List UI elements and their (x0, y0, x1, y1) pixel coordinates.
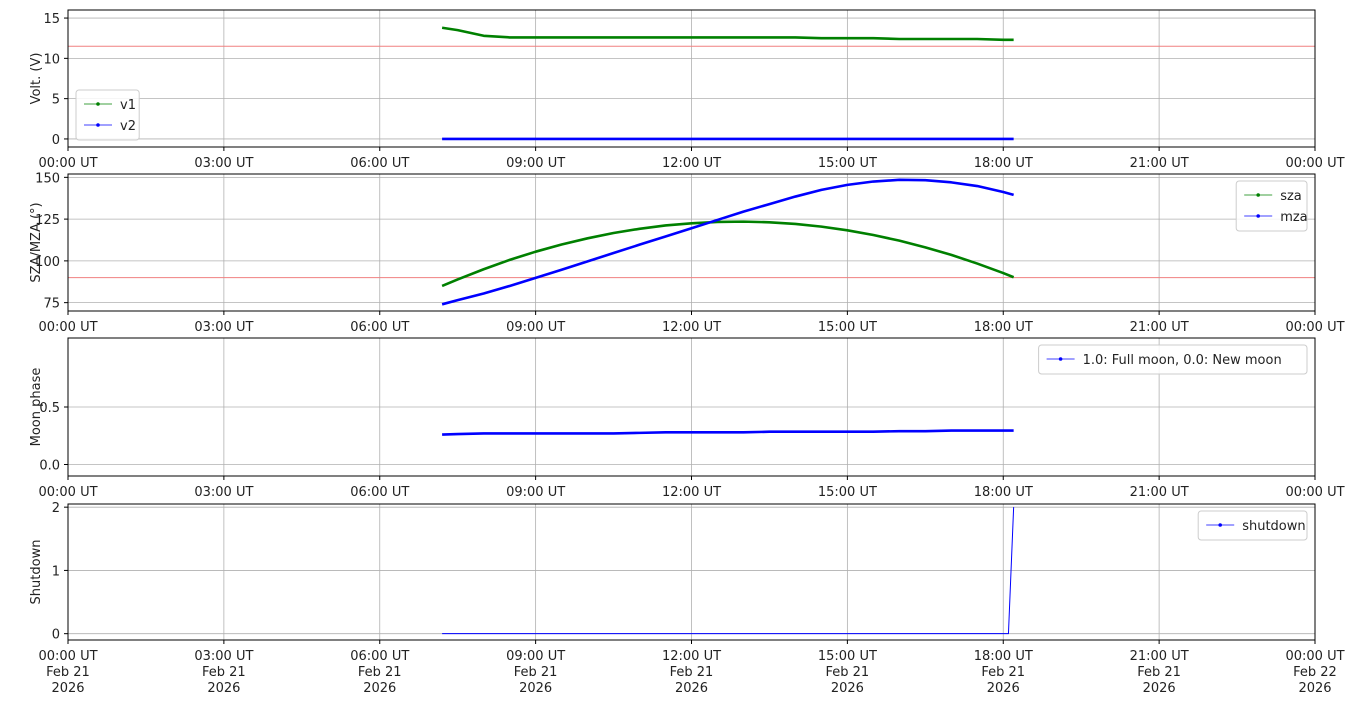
legend-label: sza (1280, 189, 1302, 204)
legend-label: shutdown (1242, 519, 1305, 534)
x-tick-label: 18:00 UT (974, 320, 1033, 335)
x-tick-label: 00:00 UT (38, 156, 97, 171)
legend-marker (96, 123, 100, 127)
y-tick-label: 10 (43, 52, 60, 67)
x-tick-label: 12:00 UT (662, 156, 721, 171)
x-tick-label: 09:00 UT (506, 156, 565, 171)
y-axis-label: Volt. (V) (29, 53, 44, 105)
subplot: 00:00 UT 03:00 UT 06:00 UT 09:00 UT 12:00 UT… (29, 337, 1345, 500)
x-tick-label: 15:00 UT (818, 156, 877, 171)
legend-box (1197, 510, 1308, 541)
legend-box (75, 89, 140, 141)
y-tick-label: 0.5 (39, 401, 60, 416)
x-tick-label: 09:00 UT (506, 320, 565, 335)
x-tick-label: 06:00 UT (350, 320, 409, 335)
x-tick-label: 18:00 UT Feb 21 2026 (974, 649, 1033, 696)
legend-label: v1 (120, 98, 136, 113)
x-tick-label: 12:00 UT (662, 485, 721, 500)
x-tick-label: 00:00 UT Feb 22 2026 (1285, 649, 1344, 696)
x-tick-label: 21:00 UT (1130, 485, 1189, 500)
legend-marker (1218, 523, 1222, 527)
subplot: 00:00 UT 03:00 UT 06:00 UT 09:00 UT 12:00 UT… (29, 9, 1345, 171)
x-tick-label: 12:00 UT Feb 21 2026 (662, 649, 721, 696)
x-tick-label: 03:00 UT (194, 156, 253, 171)
x-tick-label: 00:00 UT (1285, 156, 1344, 171)
axes-frame (67, 503, 1316, 641)
legend-label: 1.0: Full moon, 0.0: New moon (1083, 353, 1282, 368)
x-tick-label: 03:00 UT (194, 320, 253, 335)
x-tick-label: 00:00 UT Feb 21 2026 (38, 649, 97, 696)
y-tick-label: 0.0 (39, 459, 60, 474)
y-tick-label: 125 (35, 213, 60, 228)
x-tick-label: 21:00 UT (1130, 156, 1189, 171)
y-axis-label: Shutdown (29, 540, 44, 605)
x-tick-label: 03:00 UT (194, 485, 253, 500)
y-tick-label: 100 (35, 255, 60, 270)
y-axis-label: Moon phase (29, 368, 44, 447)
x-tick-label: 15:00 UT (818, 485, 877, 500)
x-tick-label: 09:00 UT (506, 485, 565, 500)
y-tick-label: 5 (52, 93, 60, 108)
x-tick-label: 00:00 UT (1285, 485, 1344, 500)
x-tick-label: 00:00 UT (38, 485, 97, 500)
subplot: 00:00 UT Feb 21 2026 03:00 UT Feb 21 2026 06:0… (29, 501, 1345, 696)
x-tick-label: 18:00 UT (974, 485, 1033, 500)
subplot: 00:00 UT 03:00 UT 06:00 UT 09:00 UT 12:00 UT… (29, 171, 1345, 335)
y-tick-label: 0 (52, 628, 60, 643)
y-tick-label: 0 (52, 133, 60, 148)
y-tick-label: 150 (35, 171, 60, 186)
x-tick-label: 00:00 UT (1285, 320, 1344, 335)
legend-label: v2 (120, 119, 136, 134)
y-tick-label: 75 (43, 297, 60, 312)
series-line (441, 26, 1014, 42)
legend-box (1235, 180, 1308, 232)
x-tick-label: 12:00 UT (662, 320, 721, 335)
y-tick-label: 1 (52, 564, 60, 579)
series-line (442, 507, 1015, 635)
legend-label: mza (1280, 210, 1307, 225)
legend-marker (96, 102, 100, 106)
legend-marker (1058, 357, 1063, 361)
x-tick-label: 21:00 UT (1130, 320, 1189, 335)
axes-frame (67, 9, 1316, 148)
x-tick-label: 21:00 UT Feb 21 2026 (1130, 649, 1189, 696)
y-axis-label: SZA/MZA (°) (29, 202, 44, 282)
series-line (441, 178, 1014, 306)
x-tick-label: 18:00 UT (974, 156, 1033, 171)
y-tick-label: 2 (52, 501, 60, 516)
axes-frame (67, 337, 1316, 477)
x-tick-label: 09:00 UT Feb 21 2026 (506, 649, 565, 696)
x-tick-label: 06:00 UT (350, 156, 409, 171)
x-tick-label: 03:00 UT Feb 21 2026 (194, 649, 253, 696)
series-line (441, 220, 1015, 288)
x-tick-label: 06:00 UT Feb 21 2026 (350, 649, 409, 696)
x-tick-label: 15:00 UT (818, 320, 877, 335)
x-tick-label: 15:00 UT Feb 21 2026 (818, 649, 877, 696)
series-line (442, 429, 1014, 436)
legend-marker (1256, 214, 1260, 218)
y-tick-label: 15 (43, 12, 60, 27)
legend-box (1038, 344, 1308, 375)
legend-marker (1256, 193, 1260, 197)
x-tick-label: 06:00 UT (350, 485, 409, 500)
x-tick-label: 00:00 UT (38, 320, 97, 335)
axes-frame (67, 173, 1316, 312)
